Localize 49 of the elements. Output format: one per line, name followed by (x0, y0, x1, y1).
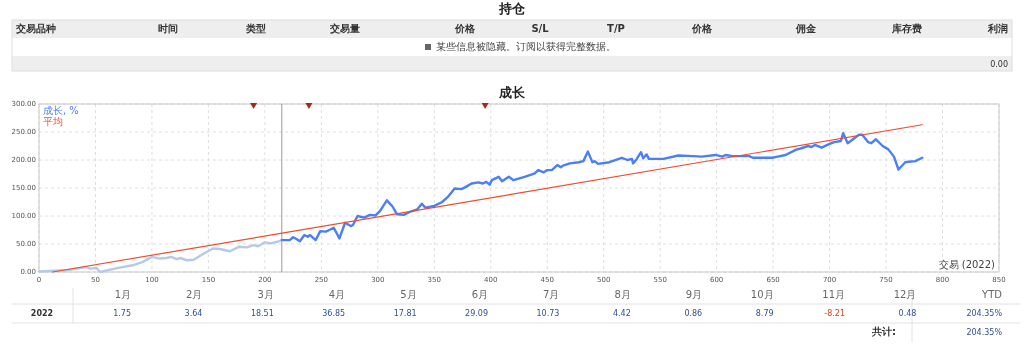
chart-title: 成长 (498, 84, 526, 100)
text: 某些信息被隐藏。订阅以获得完整数据。 (436, 41, 616, 52)
category-label: 时间 (158, 23, 178, 34)
x-tick-label: 11月 (822, 289, 845, 300)
data-label: 4.42 (612, 308, 631, 318)
data-label: 204.35% (966, 308, 1003, 318)
annotation: 共计: (871, 326, 896, 337)
text: 平均 (43, 116, 63, 127)
x-tick-label: 9月 (685, 289, 703, 300)
x-tick-label: 12月 (893, 289, 917, 300)
x-tick-label: 7月 (543, 289, 560, 300)
x-tick-label: 6月 (471, 289, 488, 300)
data-label: -8.21 (824, 308, 845, 318)
data-label: 8.79 (755, 308, 774, 318)
data-label: 10.73 (536, 308, 560, 318)
x-tick-label: 2月 (186, 289, 203, 300)
text: 0.00 (990, 59, 1008, 69)
data-label: 29.09 (465, 308, 488, 318)
category-label: 库存费 (891, 23, 922, 34)
data-label: 1.75 (113, 308, 131, 318)
x-tick-label: 5月 (400, 289, 417, 300)
data-label: 0.48 (898, 308, 917, 318)
category-label: 佣金 (795, 23, 817, 34)
data-label: 3.64 (184, 308, 203, 318)
data-label: 0.86 (684, 308, 703, 318)
text: 成长, % (43, 105, 79, 116)
x-tick-label: 4月 (328, 289, 346, 300)
annotation: 交易 (2022) (938, 259, 996, 270)
data-label: 17.81 (393, 308, 417, 318)
category-label: 类型 (245, 23, 266, 34)
category-label: 交易量 (329, 23, 360, 34)
x-tick-label: 3月 (257, 289, 274, 300)
category-label: 交易品种 (15, 23, 56, 34)
x-tick-label: 8月 (614, 289, 631, 300)
category-label: 利润 (987, 23, 1008, 34)
line-series (37, 238, 284, 274)
x-tick-label: 10月 (750, 289, 774, 300)
data-label: 18.51 (250, 308, 274, 318)
x-tick-label: YTD (981, 289, 1003, 300)
x-tick-label: 1月 (114, 289, 131, 300)
text: 持仓 (498, 0, 526, 16)
data-label: 36.85 (322, 308, 346, 318)
y-tick-label: 2022 (30, 308, 54, 318)
category-label: S/L (531, 23, 550, 34)
category-label: T/P (607, 23, 625, 34)
annotation: 204.35% (966, 327, 1003, 337)
category-label: 价格 (691, 23, 713, 34)
category-label: 价格 (454, 23, 476, 34)
line-series (280, 131, 924, 243)
